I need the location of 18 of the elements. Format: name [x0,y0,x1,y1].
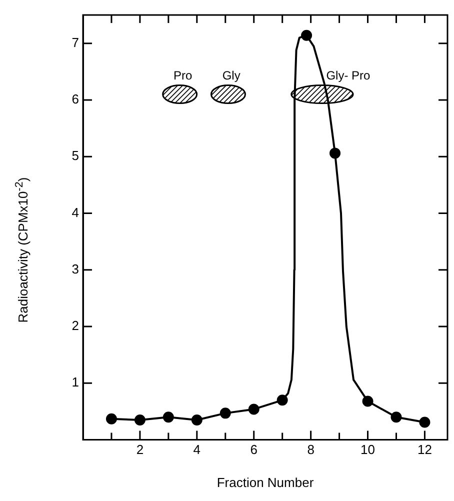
x-tick-label: 10 [360,442,375,458]
x-tick-label: 6 [250,442,258,458]
y-tick-label: 3 [72,261,79,276]
annotation: Gly- Pro [326,68,371,83]
annotation: Gly [222,68,240,83]
annotation: Pro [174,68,193,83]
y-tick-label: 4 [72,204,79,220]
y-tick-label: 7 [72,34,79,50]
x-tick-label: 8 [307,442,314,458]
x-tick-label: 4 [193,442,201,458]
point [106,413,117,424]
x-axis-title: Fraction Number [216,474,314,490]
y-tick-label: 5 [72,148,79,164]
y-tick-label: 1 [72,374,79,390]
x-tick-label: 2 [136,442,144,458]
y-tick-label: 6 [72,92,79,107]
x-tick-label: 12 [417,442,432,458]
y-tick-label: 2 [72,318,79,334]
